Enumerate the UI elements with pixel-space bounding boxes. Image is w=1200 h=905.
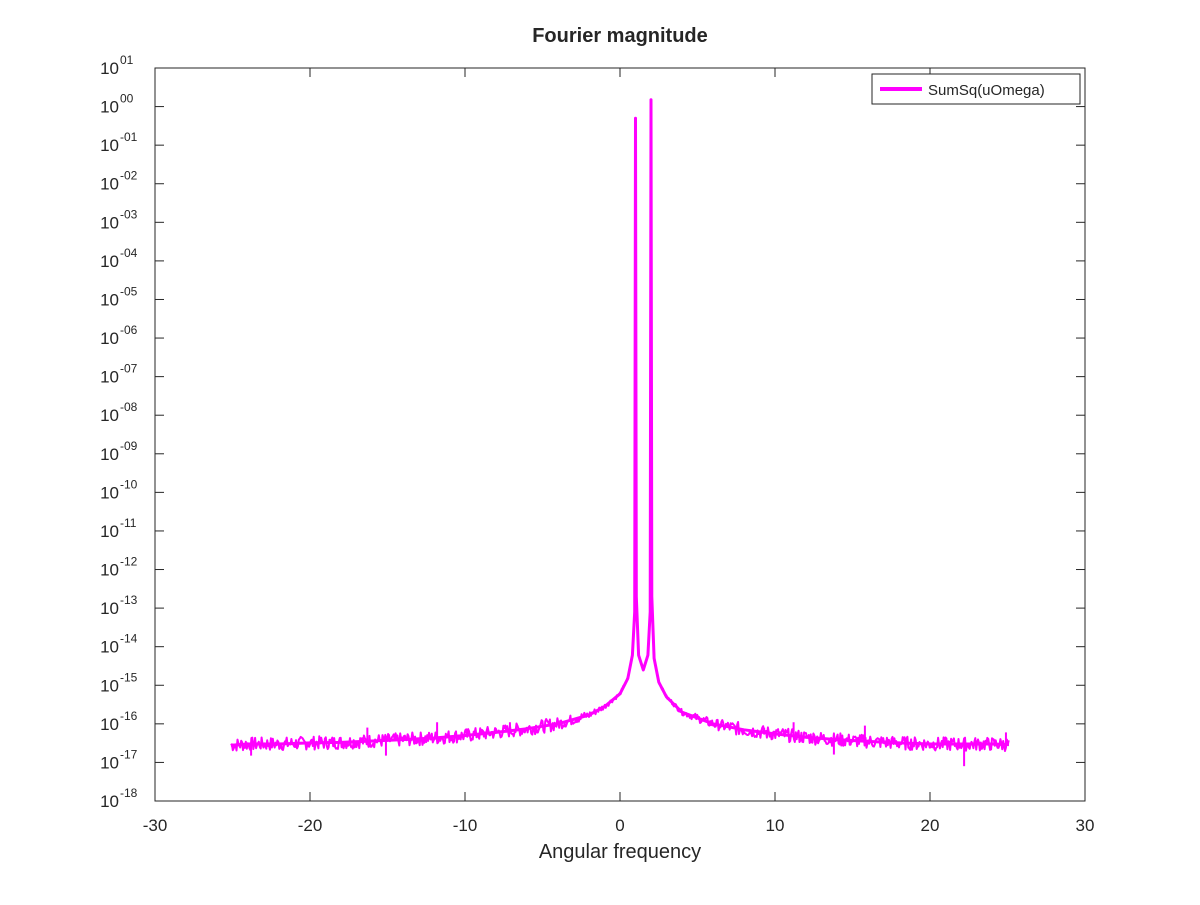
y-tick-label-exponent: -08 [120, 400, 138, 414]
y-tick-label-base: 10 [100, 59, 119, 78]
series-noise [230, 616, 1010, 752]
y-tick-label-exponent: -14 [120, 632, 138, 646]
x-tick-label: 20 [921, 816, 940, 835]
y-tick-label-exponent: -05 [120, 284, 138, 298]
y-tick-label-base: 10 [100, 753, 119, 772]
x-tick-label: -10 [453, 816, 478, 835]
x-tick-label: 0 [615, 816, 624, 835]
y-tick-label-base: 10 [100, 715, 119, 734]
axes-frame [154, 67, 1086, 802]
legend: SumSq(uOmega) [871, 73, 1081, 105]
y-tick-label-exponent: -10 [120, 477, 138, 491]
y-tick-label-base: 10 [100, 522, 119, 541]
y-tick-label-base: 10 [100, 290, 119, 309]
y-tick-label-exponent: -13 [120, 593, 138, 607]
y-tick-label-exponent: 00 [120, 92, 134, 106]
plot-area [155, 68, 1085, 801]
y-tick-label-base: 10 [100, 445, 119, 464]
y-tick-label-exponent: -03 [120, 207, 138, 221]
x-axis-label: Angular frequency [539, 841, 701, 863]
y-tick-label-exponent: -12 [120, 555, 138, 569]
y-tick-label-base: 10 [100, 136, 119, 155]
y-tick-label-exponent: -01 [120, 130, 138, 144]
y-tick-label-base: 10 [100, 483, 119, 502]
series-layer [230, 98, 1010, 767]
y-tick-label-exponent: -18 [120, 786, 138, 800]
y-tick-label-base: 10 [100, 599, 119, 618]
y-tick-label-exponent: -11 [120, 516, 137, 530]
chart-title: Fourier magnitude [532, 25, 708, 47]
y-tick-label-exponent: -04 [120, 246, 138, 260]
x-tick-label: -30 [143, 816, 168, 835]
y-tick-label-base: 10 [100, 329, 119, 348]
y-tick-label-base: 10 [100, 638, 119, 657]
y-tick-label-base: 10 [100, 792, 119, 811]
x-tick-label: 10 [766, 816, 785, 835]
y-tick-label-exponent: -06 [120, 323, 138, 337]
y-tick-label-base: 10 [100, 252, 119, 271]
y-tick-label-exponent: -17 [120, 747, 138, 761]
y-tick-label-base: 10 [100, 213, 119, 232]
y-tick-label-exponent: -15 [120, 670, 138, 684]
y-tick-label-exponent: 01 [120, 53, 134, 67]
y-tick-label-base: 10 [100, 98, 119, 117]
y-tick-label-base: 10 [100, 175, 119, 194]
y-tick-label-base: 10 [100, 406, 119, 425]
y-tick-label-base: 10 [100, 561, 119, 580]
y-tick-label-exponent: -07 [120, 362, 138, 376]
y-tick-label-base: 10 [100, 368, 119, 387]
legend-label: SumSq(uOmega) [928, 82, 1045, 99]
y-tick-label-base: 10 [100, 676, 119, 695]
x-tick-label: -20 [298, 816, 323, 835]
y-tick-label-exponent: -16 [120, 709, 138, 723]
y-tick-label-exponent: -02 [120, 169, 138, 183]
x-tick-label: 30 [1076, 816, 1095, 835]
y-tick-label-exponent: -09 [120, 439, 138, 453]
